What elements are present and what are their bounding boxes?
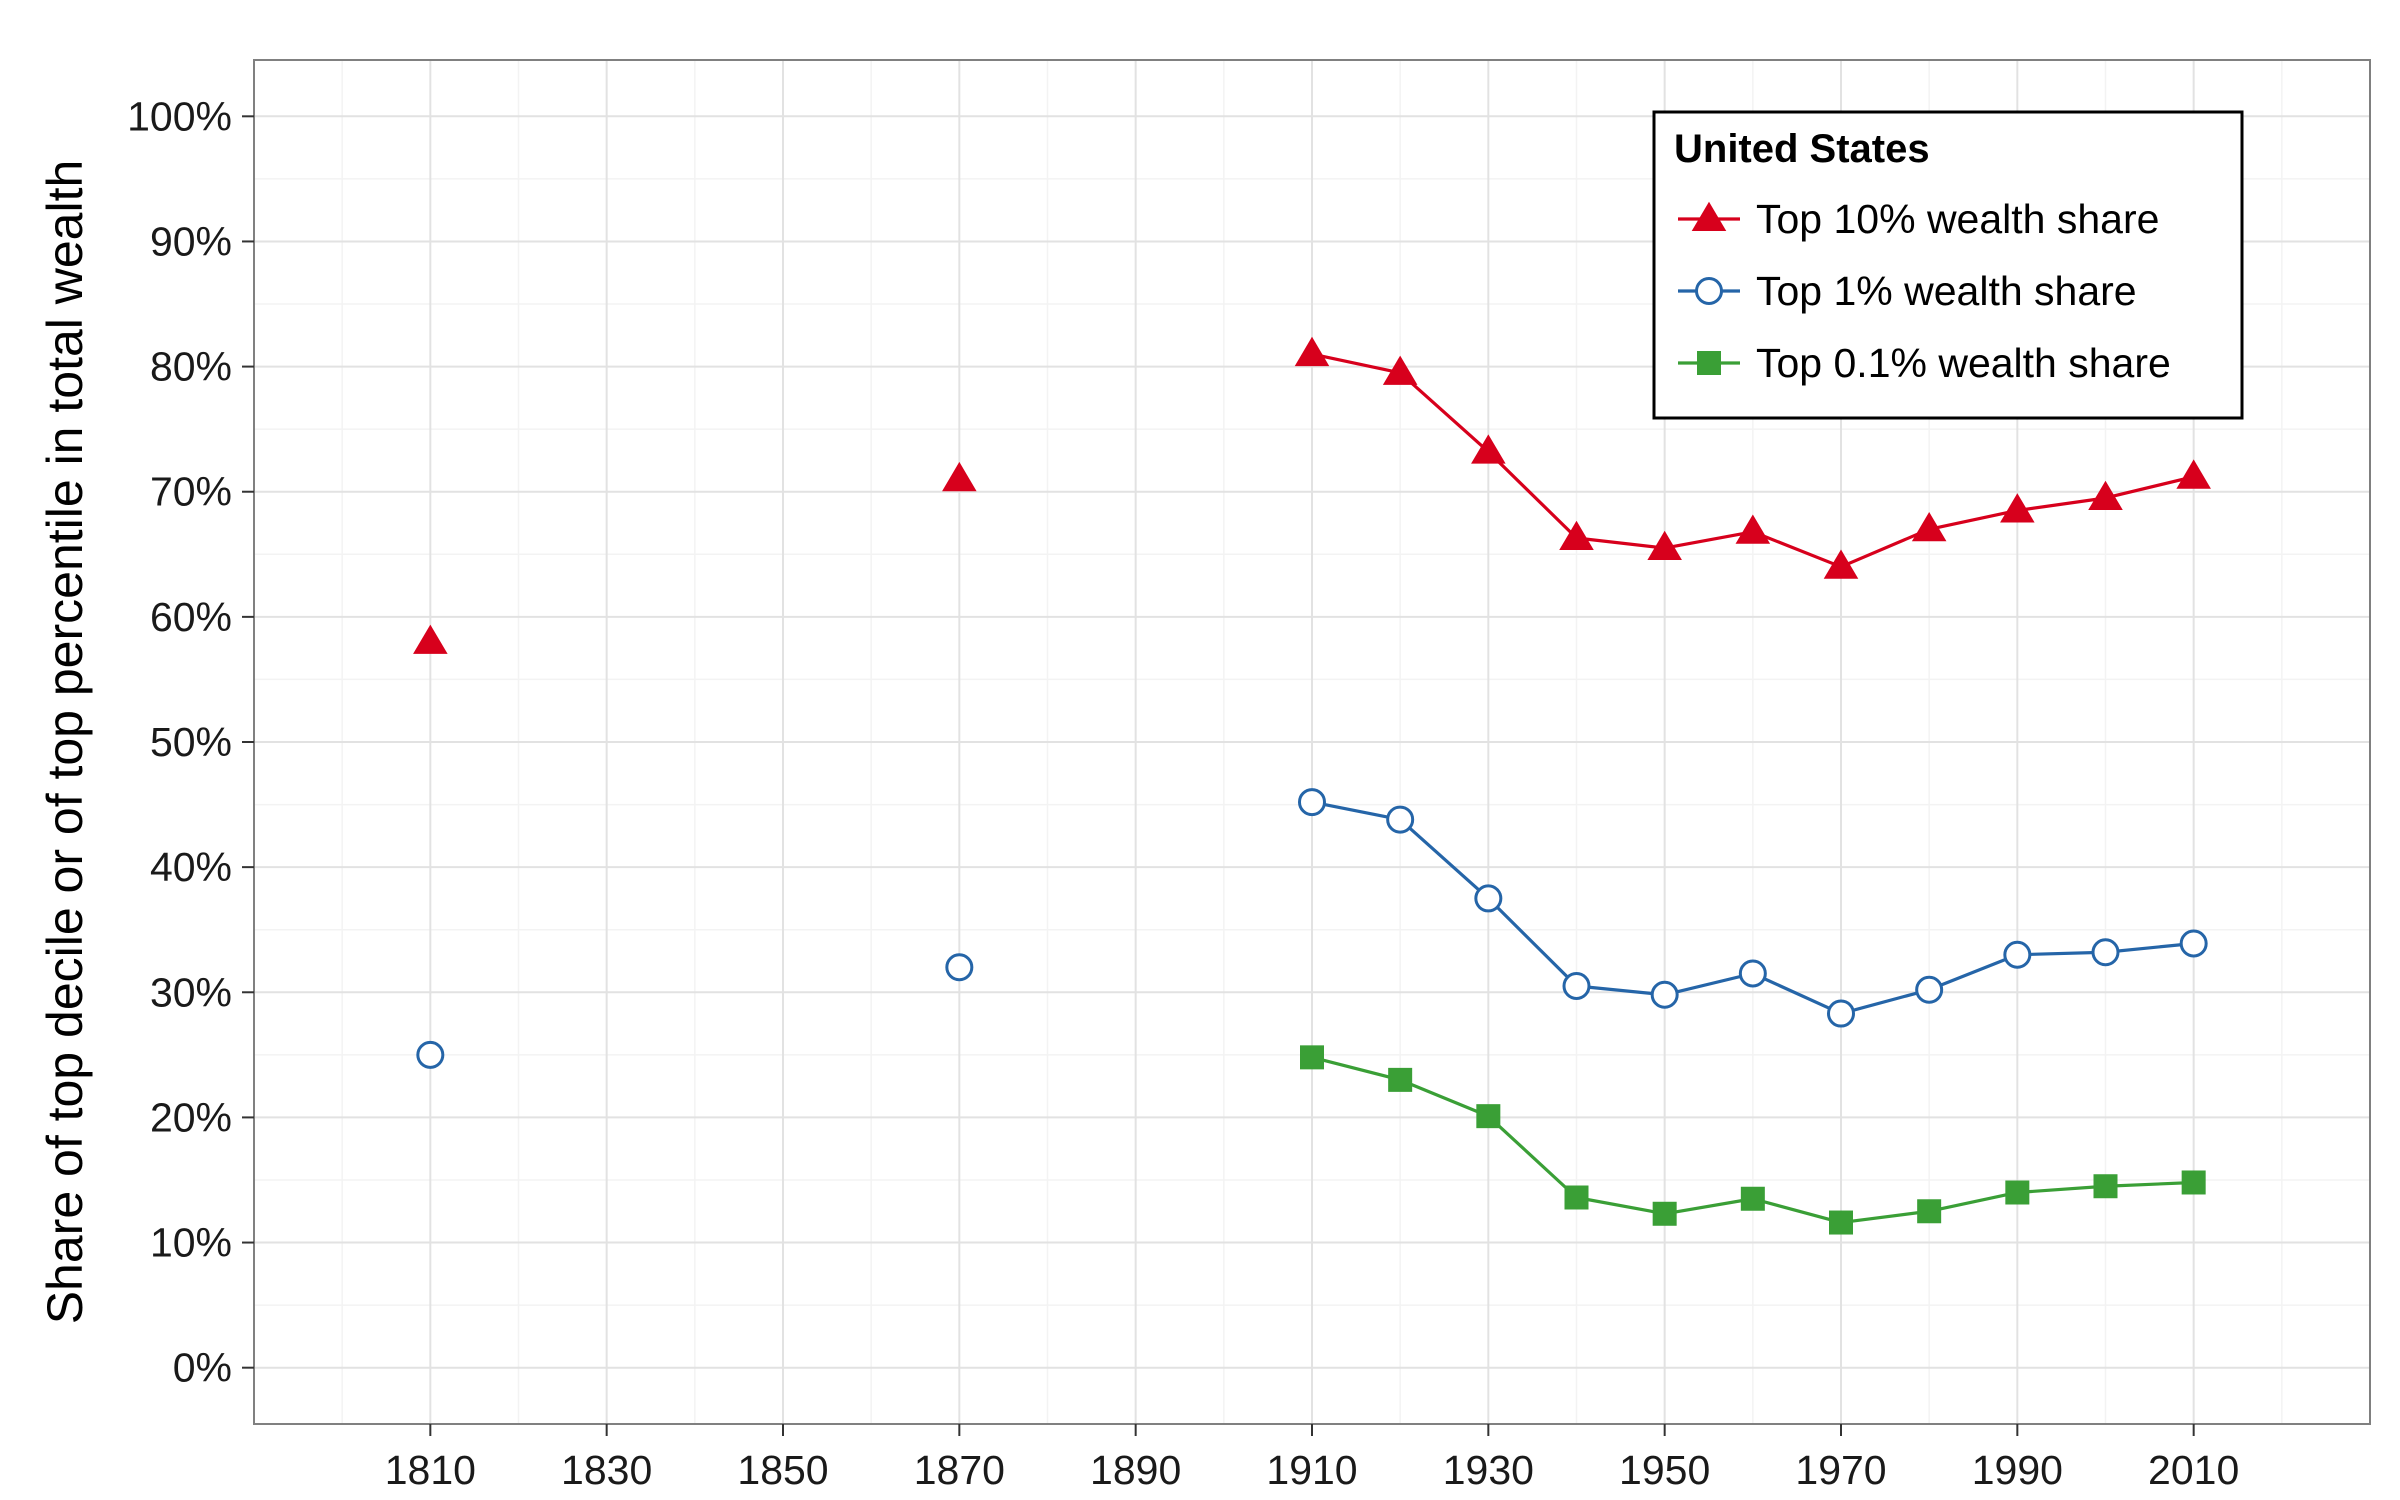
y-tick-label: 70% xyxy=(150,469,232,515)
legend-item-top-10-wealth-share: Top 10% wealth share xyxy=(1678,196,2159,242)
x-tick-label: 1950 xyxy=(1619,1447,1710,1493)
data-point xyxy=(1738,959,1767,988)
y-tick-label: 100% xyxy=(127,93,232,139)
data-point xyxy=(413,624,448,654)
x-tick-label: 1850 xyxy=(737,1447,828,1493)
legend-label: Top 1% wealth share xyxy=(1756,268,2137,314)
data-point xyxy=(1647,530,1682,561)
data-point xyxy=(1652,1201,1677,1226)
y-tick-label: 40% xyxy=(150,844,232,890)
data-point xyxy=(1564,1185,1589,1210)
x-tick-label: 1890 xyxy=(1090,1447,1181,1493)
y-tick-label: 30% xyxy=(150,969,232,1015)
y-axis-title: Share of top decile or of top percentile… xyxy=(37,160,93,1325)
data-point xyxy=(1740,1186,1765,1211)
x-tick-label: 1930 xyxy=(1443,1447,1534,1493)
legend: United States Top 10% wealth share Top 1%… xyxy=(1652,110,2244,420)
data-point xyxy=(2005,1180,2030,1205)
data-point xyxy=(2003,940,2032,969)
data-point xyxy=(1915,975,1944,1004)
series-top-10-wealth-share xyxy=(413,336,2211,654)
legend-title: United States xyxy=(1674,127,1930,171)
data-point xyxy=(2181,1170,2206,1195)
data-point xyxy=(1471,434,1506,464)
data-point xyxy=(1827,999,1855,1028)
y-tick-label: 50% xyxy=(150,719,232,765)
y-tick-label: 90% xyxy=(150,218,232,264)
data-point xyxy=(2091,938,2120,967)
y-tick-label: 20% xyxy=(150,1094,232,1140)
legend-label: Top 10% wealth share xyxy=(1756,196,2159,242)
data-point xyxy=(1474,884,1503,913)
x-tick-label: 1910 xyxy=(1266,1447,1357,1493)
data-point xyxy=(945,953,974,982)
legend-box xyxy=(1652,110,2244,420)
legend-item-top-0-1-wealth-share: Top 0.1% wealth share xyxy=(1678,340,2171,386)
x-tick-label: 1810 xyxy=(385,1447,476,1493)
data-point xyxy=(1823,549,1859,579)
series-top-0-1-wealth-share xyxy=(1300,1045,2206,1235)
data-point xyxy=(1294,336,1330,367)
y-tick-label: 0% xyxy=(173,1345,232,1391)
data-point xyxy=(942,461,977,492)
x-tick-label: 1970 xyxy=(1795,1447,1886,1493)
data-point xyxy=(1562,972,1591,1001)
data-point xyxy=(2088,480,2123,510)
data-point xyxy=(1300,1045,1324,1070)
y-tick-label: 60% xyxy=(150,594,232,640)
x-tick-label: 1990 xyxy=(1972,1447,2063,1493)
y-tick-label: 10% xyxy=(150,1220,232,1266)
data-point xyxy=(1382,355,1418,385)
legend-entries: Top 10% wealth share Top 1% wealth share T… xyxy=(1678,196,2171,386)
series-top-1-wealth-share xyxy=(416,788,2208,1069)
series-group xyxy=(413,336,2211,1235)
data-point xyxy=(1911,511,1947,542)
y-tick-label: 80% xyxy=(150,344,232,390)
x-tick-label: 2010 xyxy=(2148,1447,2239,1493)
data-point xyxy=(1386,805,1415,834)
data-point xyxy=(1917,1199,1942,1224)
data-point xyxy=(2000,493,2035,523)
data-point xyxy=(1476,1104,1501,1129)
data-point xyxy=(2093,1174,2118,1199)
data-point xyxy=(1559,520,1594,551)
data-point xyxy=(1388,1067,1413,1092)
legend-label: Top 0.1% wealth share xyxy=(1756,340,2171,386)
data-point xyxy=(1650,980,1679,1009)
legend-marker xyxy=(1691,201,1727,231)
data-point xyxy=(1829,1210,1853,1235)
axis-ticks: 1810 1830 1850 1870 1890 1910 1930 1950 1970 1990… xyxy=(127,93,2239,1493)
x-tick-label: 1870 xyxy=(914,1447,1005,1493)
legend-item-top-1-wealth-share: Top 1% wealth share xyxy=(1678,268,2137,314)
data-point xyxy=(416,1040,445,1069)
x-tick-label: 1830 xyxy=(561,1447,652,1493)
data-point xyxy=(1298,788,1326,817)
legend-marker xyxy=(1697,351,1721,375)
data-point xyxy=(2176,459,2211,489)
data-point xyxy=(2179,929,2208,958)
data-point xyxy=(1735,514,1771,544)
legend-marker xyxy=(1695,277,1723,305)
